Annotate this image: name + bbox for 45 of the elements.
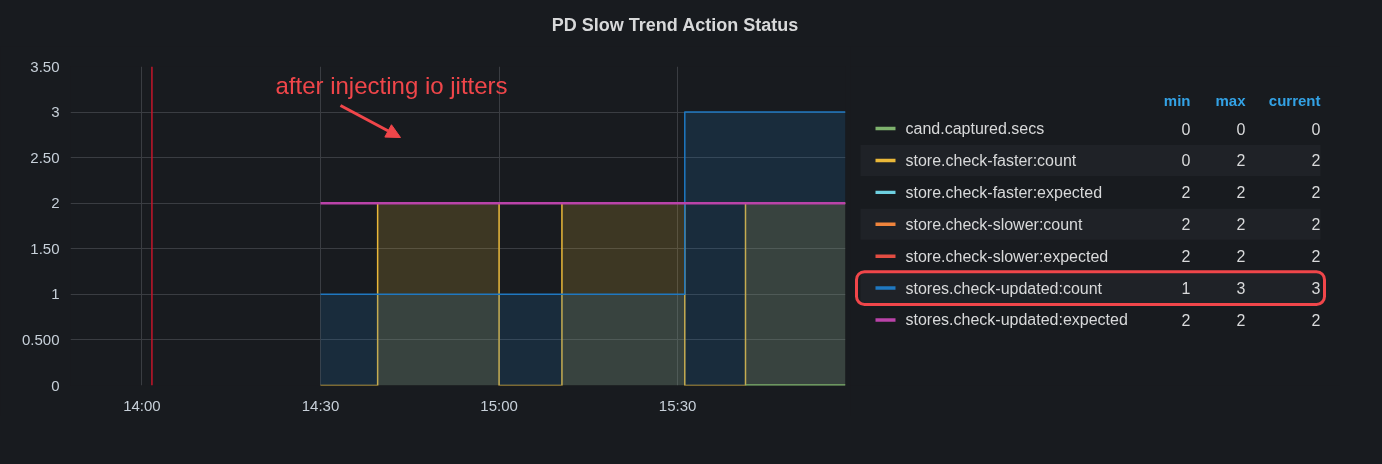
- text: 2: [1236, 184, 1246, 202]
- text: max: [1215, 92, 1247, 110]
- text: 2: [1181, 216, 1191, 234]
- legend-label: stores.check-updated:count: [905, 279, 1103, 297]
- text: 0: [1236, 120, 1246, 138]
- y-tick-label: 0: [51, 376, 60, 394]
- text: 1: [1181, 280, 1191, 298]
- x-tick-label: 14:30: [301, 396, 340, 414]
- text: 3: [1311, 280, 1321, 298]
- y-tick-label: 0.500: [21, 330, 60, 348]
- text: 0: [1311, 120, 1321, 138]
- x-tick-label: 15:00: [480, 396, 518, 414]
- chart-title: PD Slow Trend Action Status: [551, 14, 799, 37]
- y-tick-label: 2: [51, 194, 60, 212]
- y-tick-label: 1.50: [30, 239, 60, 257]
- text: 2: [1311, 152, 1321, 170]
- text: 2: [1311, 216, 1321, 234]
- x-tick-label: 15:30: [658, 396, 697, 414]
- text: 0: [1181, 152, 1191, 170]
- legend-label: cand.captured.secs: [905, 120, 1045, 138]
- legend-label: store.check-faster:count: [905, 151, 1077, 169]
- text: 2: [1236, 152, 1246, 170]
- text: 2: [1236, 311, 1246, 329]
- text: 2: [1236, 248, 1246, 266]
- annotation: after injecting io jitters: [275, 72, 508, 99]
- text: 2: [1181, 184, 1191, 202]
- y-tick-label: 3: [51, 103, 60, 121]
- text: 2: [1311, 184, 1321, 202]
- legend-label: stores.check-updated:expected: [905, 311, 1128, 329]
- legend-title: min: [1163, 92, 1191, 110]
- legend-label: store.check-faster:expected: [905, 183, 1103, 201]
- legend-label: store.check-slower:count: [905, 215, 1084, 233]
- text: 2: [1181, 248, 1191, 266]
- text: 2: [1236, 216, 1246, 234]
- text: current: [1268, 92, 1321, 110]
- text: 2: [1311, 248, 1321, 266]
- legend-label: store.check-slower:expected: [905, 247, 1109, 265]
- y-tick-label: 1: [51, 285, 60, 303]
- x-tick-label: 14:00: [123, 396, 161, 414]
- text: 3: [1236, 280, 1246, 298]
- text: 2: [1311, 311, 1321, 329]
- y-tick-label: 3.50: [30, 57, 60, 75]
- text: 2: [1181, 311, 1191, 329]
- text: 0: [1181, 120, 1191, 138]
- y-tick-label: 2.50: [30, 148, 60, 166]
